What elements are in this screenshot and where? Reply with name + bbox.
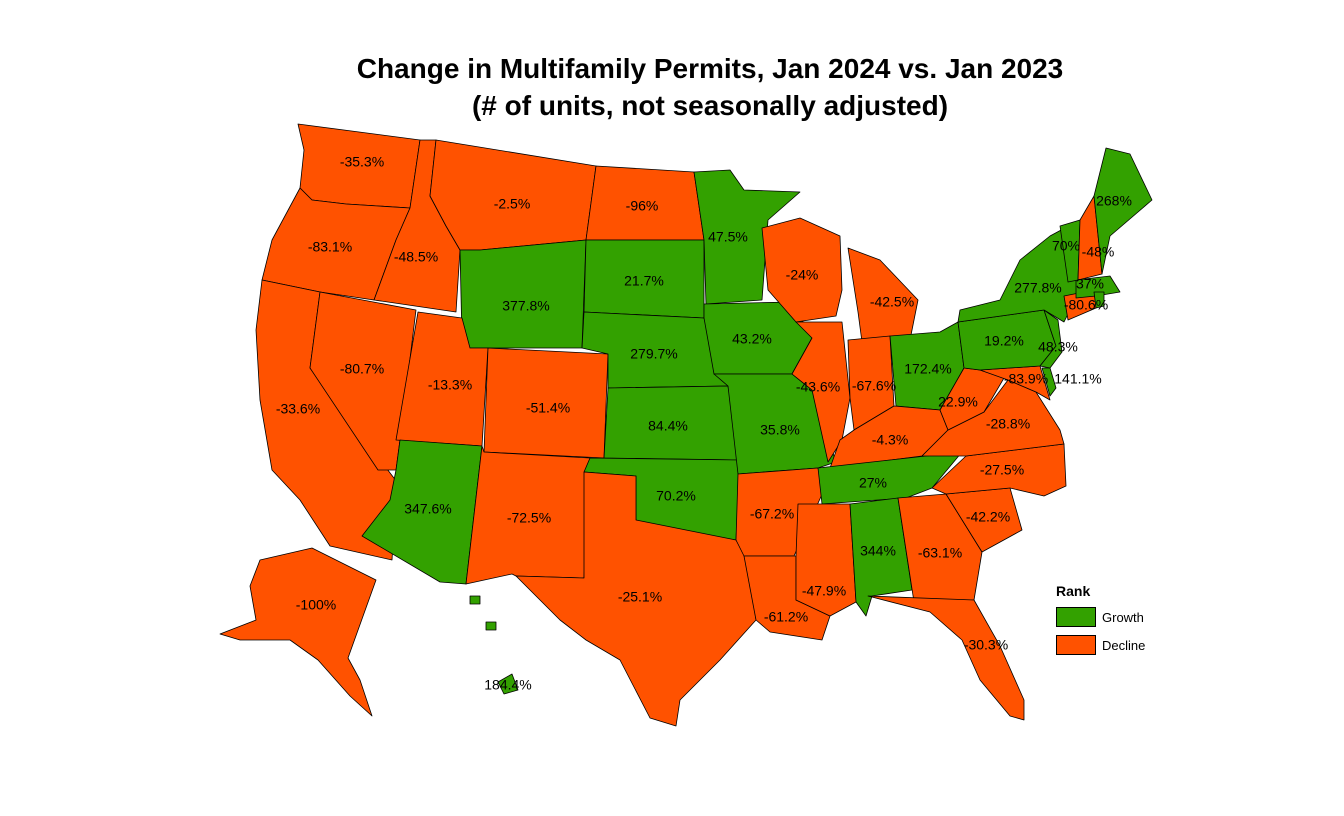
state-label-ma: 37%	[1076, 276, 1104, 292]
state-label-ga: -63.1%	[918, 545, 962, 561]
state-me	[1093, 147, 1153, 275]
state-label-sc: -42.2%	[966, 509, 1010, 525]
state-label-al: 344%	[860, 543, 896, 559]
legend-item-growth: Growth	[1056, 607, 1144, 627]
state-label-tn: 27%	[859, 475, 887, 491]
map-subtitle: (# of units, not seasonally adjusted)	[471, 90, 949, 121]
state-label-hi: 184.4%	[484, 677, 531, 693]
state-label-id: -48.5%	[394, 249, 438, 265]
labels-layer: -35.3% -83.1% -33.6% -48.5% -80.7% -2.5% 377.8…	[276, 154, 1132, 693]
state-label-sd: 21.7%	[624, 273, 664, 289]
state-label-wy: 377.8%	[502, 298, 549, 314]
state-label-az: 347.6%	[404, 501, 451, 517]
state-hi	[469, 595, 519, 695]
legend-title: Rank	[1056, 583, 1091, 599]
state-label-me: 268%	[1096, 193, 1132, 209]
state-label-wv: 22.9%	[938, 394, 978, 410]
state-label-fl: -30.3%	[964, 637, 1008, 653]
state-label-pa: 19.2%	[984, 333, 1024, 349]
legend-swatch-decline	[1056, 635, 1096, 655]
state-ak	[219, 547, 377, 717]
state-label-ok: 70.2%	[656, 488, 696, 504]
state-label-nc: -27.5%	[980, 462, 1024, 478]
state-label-in: -67.6%	[852, 378, 896, 394]
state-label-ks: 84.4%	[648, 418, 688, 434]
state-wy	[459, 239, 587, 349]
state-label-ct: -80.6%	[1064, 297, 1108, 313]
state-label-tx: -25.1%	[618, 589, 662, 605]
state-label-nm: -72.5%	[507, 510, 551, 526]
state-label-oh: 172.4%	[904, 361, 951, 377]
state-label-vt: 70%	[1052, 238, 1080, 254]
state-mn	[693, 169, 801, 305]
state-wi	[761, 217, 843, 323]
state-label-ia: 43.2%	[732, 331, 772, 347]
state-label-mn: 47.5%	[708, 229, 748, 245]
state-label-la: -61.2%	[764, 609, 808, 625]
states-layer	[219, 123, 1153, 727]
map-title: Change in Multifamily Permits, Jan 2024 …	[356, 53, 1064, 84]
state-label-md: -83.9%	[1004, 371, 1048, 387]
state-label-ny: 277.8%	[1014, 280, 1061, 296]
legend-label-growth: Growth	[1102, 609, 1144, 625]
state-label-va: -28.8%	[986, 416, 1030, 432]
state-label-nv: -80.7%	[340, 361, 384, 377]
state-label-ut: -13.3%	[428, 377, 472, 393]
state-label-nj: 48.3%	[1038, 339, 1078, 355]
state-label-or: -83.1%	[308, 239, 352, 255]
state-label-mt: -2.5%	[494, 196, 531, 212]
state-ri	[1093, 291, 1105, 309]
legend-item-decline: Decline	[1056, 635, 1145, 655]
state-label-ar: -67.2%	[750, 506, 794, 522]
state-label-nh: -48%	[1082, 244, 1115, 260]
state-label-ky: -4.3%	[872, 432, 909, 448]
state-label-ms: -47.9%	[802, 583, 846, 599]
state-label-mo: 35.8%	[760, 422, 800, 438]
legend-label-decline: Decline	[1102, 637, 1146, 653]
state-il	[791, 321, 851, 463]
state-ma	[1075, 275, 1121, 299]
state-de	[1041, 367, 1057, 397]
state-ga	[897, 493, 983, 603]
state-label-il: -43.6%	[796, 379, 840, 395]
state-label-wa: -35.3%	[340, 154, 384, 170]
state-label-nd: -96%	[626, 198, 659, 214]
state-label-ne: 279.7%	[630, 346, 677, 362]
legend-swatch-growth	[1056, 607, 1096, 627]
state-fl	[867, 595, 1025, 721]
state-nj	[1039, 309, 1063, 369]
state-label-wi: -24%	[786, 267, 819, 283]
state-ms	[795, 503, 857, 617]
state-label-ca: -33.6%	[276, 401, 320, 417]
state-label-co: -51.4%	[526, 400, 570, 416]
state-label-ak: -100%	[296, 597, 336, 613]
state-label-mi: -42.5%	[870, 294, 914, 310]
state-tx	[515, 471, 757, 727]
state-label-de: 141.1%	[1054, 371, 1101, 387]
